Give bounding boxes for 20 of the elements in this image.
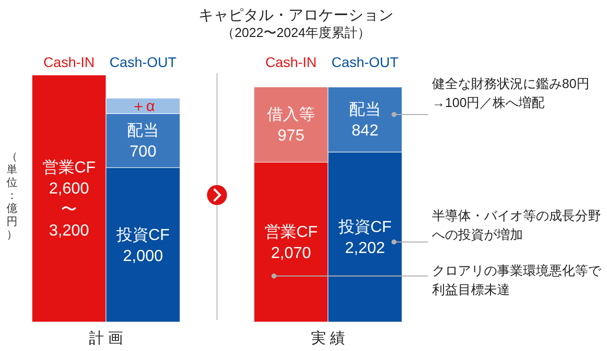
data-label: 投資CF 2,202	[337, 219, 392, 258]
data-label: ＋α	[131, 98, 156, 116]
data-label: 配当 700	[127, 122, 159, 161]
data-label: 営業CF 2,600 〜 3,200	[42, 158, 96, 240]
x-tick-label: Cash-IN	[43, 54, 95, 70]
text: 計 画	[88, 330, 124, 347]
text: 健全な財務状況に鑑み80円→100円／株へ増配	[432, 76, 590, 110]
data-label: 営業CF 2,070	[264, 223, 318, 262]
y-axis-title: （単位：億円）	[6, 151, 18, 241]
data-label: 借入等 975	[267, 106, 315, 145]
x-tick-label: Cash-IN	[265, 54, 317, 70]
text: 実 績	[310, 330, 346, 347]
x-tick-label: Cash-OUT	[110, 54, 177, 70]
text: 半導体・バイオ等の成長分野への投資が増加	[432, 208, 601, 242]
text: クロアリの事業環境悪化等で利益目標未達	[432, 263, 602, 297]
chart-title: キャピタル・アロケーション	[198, 7, 394, 24]
data-label: 投資CF 2,000	[115, 226, 170, 265]
x-tick-label: Cash-OUT	[332, 54, 399, 70]
data-label: 配当 842	[349, 100, 381, 140]
chart-subtitle: （2022〜2024年度累計）	[222, 25, 370, 40]
